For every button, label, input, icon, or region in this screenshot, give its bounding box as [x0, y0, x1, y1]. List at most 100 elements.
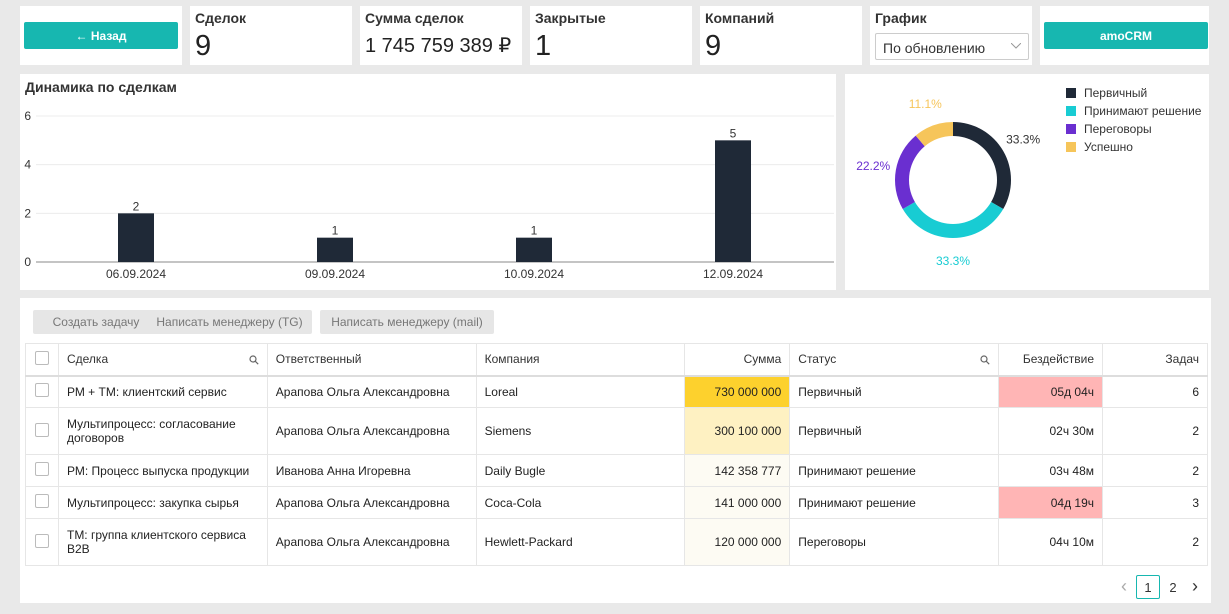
legend-swatch	[1066, 106, 1076, 116]
legend-label: Успешно	[1084, 140, 1133, 154]
stat-label: Компаний	[705, 10, 775, 26]
legend-label: Первичный	[1084, 86, 1148, 100]
search-icon[interactable]	[980, 355, 990, 365]
stat-label: Сумма сделок	[365, 10, 464, 26]
company-cell: Siemens	[475, 407, 685, 455]
select-all-checkbox[interactable]	[34, 350, 49, 365]
next-page-button[interactable]: ›	[1192, 575, 1198, 596]
stat-deals-sum: Сумма сделок 1 745 759 389 ₽	[360, 6, 522, 65]
donut-chart-svg: 33.3% 33.3% 22.2% 11.1%	[856, 97, 1040, 268]
legend-item[interactable]: Успешно	[1066, 138, 1201, 156]
donut-slice	[915, 122, 953, 147]
status-cell: Первичный	[789, 407, 999, 455]
donut-slice	[953, 122, 1011, 209]
status-donut-chart: 33.3% 33.3% 22.2% 11.1% Первичный Принимают …	[845, 74, 1209, 290]
search-icon[interactable]	[249, 355, 259, 365]
schedule-select[interactable]: По обновлению	[875, 33, 1029, 60]
stat-value: 1	[535, 30, 552, 62]
idle-cell: 04д 19ч	[998, 486, 1103, 519]
select-cell	[25, 486, 59, 519]
legend-swatch	[1066, 142, 1076, 152]
row-checkbox[interactable]	[34, 494, 49, 508]
sum-cell: 300 100 000	[684, 407, 790, 455]
legend-item[interactable]: Принимают решение	[1066, 102, 1201, 120]
prev-page-button[interactable]: ‹	[1121, 575, 1127, 596]
col-deal[interactable]: Сделка	[57, 343, 268, 377]
select-cell	[25, 407, 59, 455]
table-row[interactable]: Мультипроцесс: закупка сырья Арапова Ольг…	[25, 486, 1208, 519]
sum-cell: 120 000 000	[684, 518, 790, 566]
tasks-cell: 2	[1102, 518, 1208, 566]
row-checkbox[interactable]	[34, 422, 49, 437]
page-1-button[interactable]: 1	[1136, 575, 1160, 599]
write-manager-tg-button[interactable]: Написать менеджеру (TG)	[147, 310, 312, 334]
row-checkbox[interactable]	[34, 462, 49, 476]
company-cell: Coca-Cola	[475, 486, 685, 519]
donut-legend: Первичный Принимают решение Переговоры Успе…	[1066, 84, 1201, 156]
deal-cell: Мультипроцесс: закупка сырья	[57, 486, 268, 519]
legend-item[interactable]: Первичный	[1066, 84, 1201, 102]
legend-item[interactable]: Переговоры	[1066, 120, 1201, 138]
owner-cell: Арапова Ольга Александровна	[266, 375, 477, 408]
slice-label: 22.2%	[856, 159, 890, 173]
schedule-selected-value: По обновлению	[883, 40, 986, 56]
bar	[516, 237, 552, 262]
select-all-cell	[25, 343, 59, 377]
donut-slice	[902, 202, 1004, 238]
write-manager-mail-button[interactable]: Написать менеджеру (mail)	[320, 310, 494, 334]
y-tick-label: 4	[24, 158, 31, 172]
y-tick-label: 0	[24, 255, 31, 269]
chevron-down-icon	[1011, 43, 1021, 49]
tasks-cell: 6	[1102, 375, 1208, 408]
bar	[715, 140, 751, 262]
sum-cell: 730 000 000	[684, 375, 790, 408]
schedule-label: График	[875, 10, 927, 26]
x-tick-label: 09.09.2024	[305, 267, 365, 281]
sum-cell: 141 000 000	[684, 486, 790, 519]
row-checkbox[interactable]	[34, 383, 49, 398]
deal-cell: РМ: Процесс выпуска продукции	[57, 454, 268, 487]
idle-cell: 05д 04ч	[998, 375, 1103, 408]
col-owner[interactable]: Ответственный	[266, 343, 477, 377]
table-row[interactable]: ТМ: группа клиентского сервиса B2B Арапов…	[25, 518, 1208, 566]
page-2-button[interactable]: 2	[1169, 579, 1177, 595]
back-button[interactable]: ← Назад	[24, 22, 178, 49]
tasks-cell: 2	[1102, 454, 1208, 487]
stat-value: 9	[195, 30, 212, 62]
status-cell: Принимают решение	[789, 486, 999, 519]
table-row[interactable]: РМ + ТМ: клиентский сервис Арапова Ольга …	[25, 375, 1208, 408]
legend-label: Переговоры	[1084, 122, 1152, 136]
bar	[118, 213, 154, 262]
idle-cell: 04ч 10м	[998, 518, 1103, 566]
chart-title: Динамика по сделкам	[25, 79, 177, 95]
select-cell	[25, 518, 59, 566]
stat-label: Закрытые	[535, 10, 606, 26]
col-status[interactable]: Статус	[789, 343, 999, 377]
sum-cell: 142 358 777	[684, 454, 790, 487]
bar-value-label: 1	[332, 224, 339, 238]
amocrm-button[interactable]: amoCRM	[1044, 22, 1208, 49]
slice-label: 11.1%	[909, 97, 942, 111]
col-company[interactable]: Компания	[475, 343, 685, 377]
deals-table: Сделка Ответственный Компания Сумма Стат…	[25, 343, 1208, 566]
status-cell: Принимают решение	[789, 454, 999, 487]
col-sum[interactable]: Сумма	[684, 343, 790, 377]
deal-cell: Мультипроцесс: согласование договоров	[57, 407, 268, 455]
company-cell: Loreal	[475, 375, 685, 408]
x-tick-label: 10.09.2024	[504, 267, 564, 281]
bar-value-label: 1	[531, 224, 538, 238]
company-cell: Hewlett-Packard	[475, 518, 685, 566]
y-tick-label: 6	[24, 109, 31, 123]
table-row[interactable]: Мультипроцесс: согласование договоров Ара…	[25, 407, 1208, 455]
col-tasks[interactable]: Задач	[1102, 343, 1208, 377]
table-row[interactable]: РМ: Процесс выпуска продукции Иванова Анн…	[25, 454, 1208, 487]
legend-label: Принимают решение	[1084, 104, 1202, 118]
company-cell: Daily Bugle	[475, 454, 685, 487]
slice-label: 33.3%	[936, 254, 970, 268]
create-task-button[interactable]: Создать задачу	[33, 310, 159, 334]
row-checkbox[interactable]	[34, 533, 49, 548]
select-cell	[25, 375, 59, 408]
owner-cell: Арапова Ольга Александровна	[266, 518, 477, 566]
col-idle[interactable]: Бездействие	[998, 343, 1103, 377]
stat-companies: Компаний 9	[700, 6, 862, 65]
